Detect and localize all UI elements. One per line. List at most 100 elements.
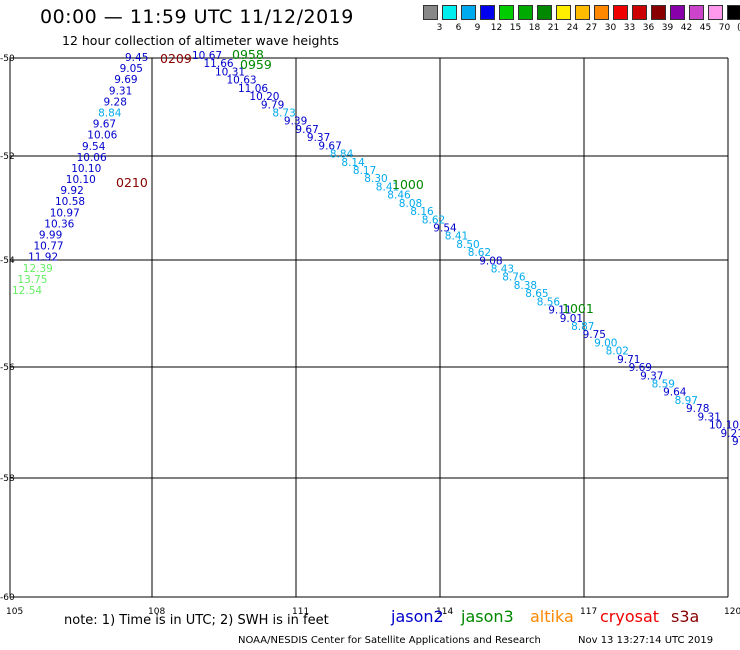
scale-swatch bbox=[556, 5, 571, 20]
swh-value-descending: 8.16 bbox=[410, 206, 434, 218]
scale-label: 9 bbox=[474, 23, 481, 33]
swh-value-descending: 11.66 bbox=[204, 58, 234, 70]
swh-value-descending: 9.71 bbox=[617, 354, 640, 366]
lat-tick-label: -58 bbox=[0, 474, 15, 484]
swh-value-descending: 9.00 bbox=[594, 337, 617, 349]
swh-value-descending: 8.73 bbox=[272, 108, 295, 120]
swh-value-descending: 10.20 bbox=[249, 91, 279, 103]
swh-value-descending: 10.63 bbox=[227, 75, 257, 87]
swh-value-ascending: 9.69 bbox=[114, 74, 137, 86]
swh-value-descending: 8.56 bbox=[537, 296, 561, 308]
swh-value-ascending: 10.77 bbox=[34, 241, 64, 253]
swh-value-descending: 9.54 bbox=[433, 223, 457, 235]
lat-tick-label: -54 bbox=[0, 256, 15, 266]
scale-label: 70 bbox=[718, 23, 731, 33]
pass-time-label: 0958 bbox=[232, 47, 264, 62]
scale-swatch bbox=[727, 5, 740, 20]
swh-value-ascending: 9.67 bbox=[93, 119, 116, 131]
swh-value-descending: 9.64 bbox=[663, 387, 687, 399]
scale-label: 15 bbox=[509, 23, 522, 33]
swh-value-descending: 9.11 bbox=[548, 305, 571, 317]
wave-height-tracks: 12.5413.7512.3911.9210.779.9910.3610.971… bbox=[12, 50, 740, 448]
lon-tick-label: 120 bbox=[724, 607, 740, 617]
swh-value-descending: 9.31 bbox=[698, 411, 721, 423]
scale-label: 39 bbox=[661, 23, 674, 33]
pass-time-label: 0959 bbox=[240, 57, 272, 72]
scale-label: 21 bbox=[547, 23, 560, 33]
scale-label: 36 bbox=[642, 23, 655, 33]
swh-value-descending: 9.37 bbox=[640, 370, 663, 382]
scale-swatch bbox=[499, 5, 514, 20]
lat-tick-label: -56 bbox=[0, 363, 15, 373]
swh-value-descending: 8.62 bbox=[468, 247, 491, 259]
swh-value-descending: 10.10 bbox=[709, 420, 739, 432]
swh-value-ascending: 12.54 bbox=[12, 285, 42, 297]
swh-value-descending: 8.08 bbox=[399, 198, 422, 210]
scale-label: 18 bbox=[528, 23, 541, 33]
swh-value-descending: 8.17 bbox=[353, 165, 376, 177]
scale-swatch bbox=[480, 5, 495, 20]
swh-value-descending: 10.31 bbox=[215, 66, 245, 78]
footer-credit: NOAA/NESDIS Center for Satellite Applica… bbox=[238, 635, 541, 646]
legend-jason2: jason2 bbox=[391, 607, 444, 626]
swh-value-descending: 9.75 bbox=[583, 329, 606, 341]
swh-value-descending: 9.67 bbox=[318, 140, 341, 152]
scale-swatch bbox=[575, 5, 590, 20]
scale-swatch bbox=[537, 5, 552, 20]
scale-swatch bbox=[613, 5, 628, 20]
legend-s3a: s3a bbox=[671, 607, 700, 626]
swh-value-descending: 9 bbox=[732, 436, 739, 448]
swh-value-descending: 8.97 bbox=[675, 395, 698, 407]
scale-label: 30 bbox=[604, 23, 617, 33]
swh-value-descending: 9.78 bbox=[686, 403, 709, 415]
scale-swatch bbox=[632, 5, 647, 20]
scale-swatch bbox=[651, 5, 666, 20]
scale-label: 3 bbox=[436, 23, 443, 33]
swh-value-ascending: 10.10 bbox=[71, 163, 101, 175]
page-title: 00:00 — 11:59 UTC 11/12/2019 bbox=[40, 6, 354, 28]
scale-label: 12 bbox=[490, 23, 503, 33]
scale-label: 27 bbox=[585, 23, 598, 33]
scale-swatch bbox=[518, 5, 533, 20]
lat-tick-label: -60 bbox=[0, 593, 15, 603]
swh-value-descending: 8.59 bbox=[652, 379, 675, 391]
swh-value-descending: 9.08 bbox=[479, 255, 502, 267]
lon-tick-label: 111 bbox=[292, 607, 309, 617]
pass-time-label: 0209 bbox=[160, 51, 192, 66]
lat-tick-label: -50 bbox=[0, 54, 15, 64]
swh-value-ascending: 9.31 bbox=[109, 85, 132, 97]
swh-value-descending: 9.67 bbox=[295, 124, 318, 136]
swh-value-descending: 8.46 bbox=[387, 190, 411, 202]
swh-value-descending: 8.14 bbox=[341, 157, 365, 169]
swh-value-descending: 8.41 bbox=[445, 231, 468, 243]
swh-value-descending: 8.65 bbox=[525, 288, 548, 300]
pass-time-label: 1001 bbox=[562, 301, 594, 316]
swh-value-descending: 9.21 bbox=[721, 428, 740, 440]
swh-value-ascending: 10.06 bbox=[87, 130, 117, 142]
lon-tick-label: 108 bbox=[148, 607, 165, 617]
scale-swatch bbox=[689, 5, 704, 20]
scale-swatch bbox=[594, 5, 609, 20]
swh-value-descending: 10.67 bbox=[192, 50, 222, 62]
lat-tick-label: -52 bbox=[0, 152, 15, 162]
legend-jason3: jason3 bbox=[461, 607, 514, 626]
swh-value-descending: 8.38 bbox=[514, 280, 537, 292]
swh-value-descending: 8.84 bbox=[330, 149, 354, 161]
swh-value-descending: 9.69 bbox=[629, 362, 652, 374]
swh-value-descending: 11.06 bbox=[238, 83, 268, 95]
scale-swatch bbox=[442, 5, 457, 20]
swh-value-ascending: 10.06 bbox=[77, 152, 107, 164]
page-subtitle: 12 hour collection of altimeter wave hei… bbox=[62, 33, 339, 48]
swh-value-ascending: 9.05 bbox=[120, 63, 143, 75]
footer-timestamp: Nov 13 13:27:14 UTC 2019 bbox=[578, 635, 714, 646]
scale-swatch bbox=[461, 5, 476, 20]
scale-label: 42 bbox=[680, 23, 693, 33]
swh-value-descending: 8.87 bbox=[571, 321, 594, 333]
swh-value-descending: 8.50 bbox=[456, 239, 479, 251]
lon-tick-label: 114 bbox=[436, 607, 453, 617]
swh-value-descending: 8.02 bbox=[606, 346, 629, 358]
lon-tick-label: 105 bbox=[6, 607, 23, 617]
scale-label: 45 bbox=[699, 23, 712, 33]
scale-swatch bbox=[423, 5, 438, 20]
